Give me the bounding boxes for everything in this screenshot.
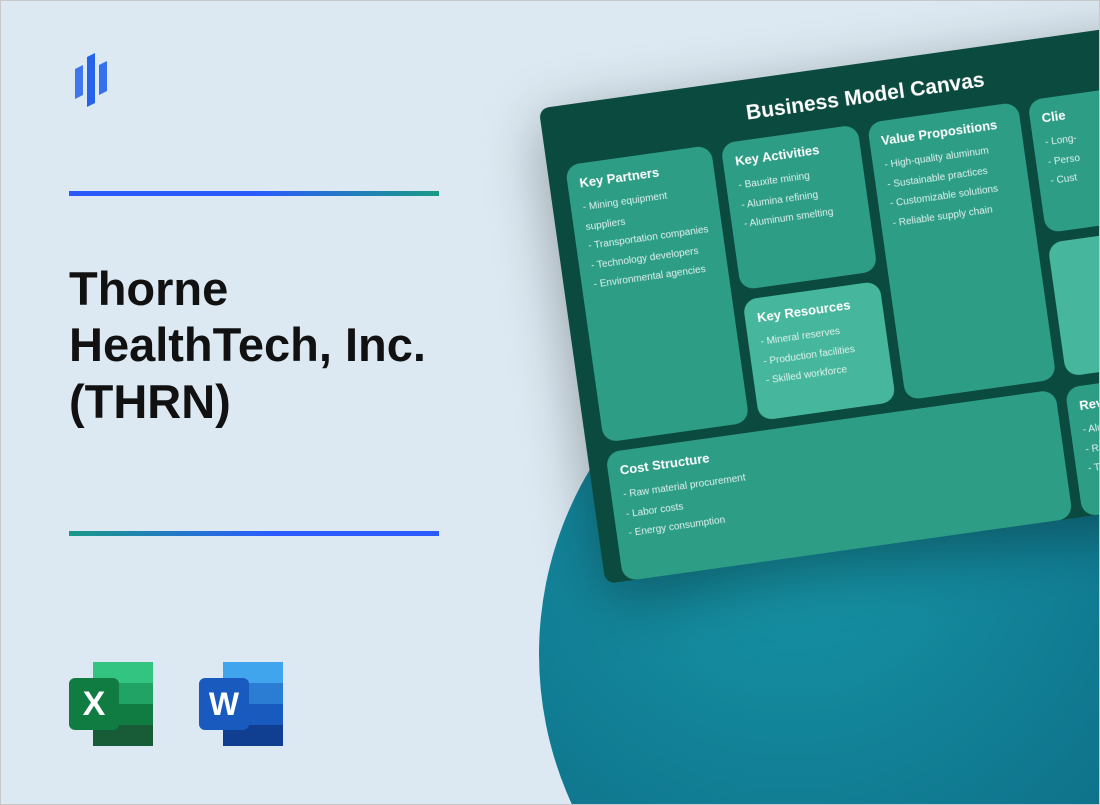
block-channels [1047, 223, 1100, 377]
svg-text:W: W [209, 686, 240, 722]
block-list: Long-PersoCust [1044, 116, 1100, 191]
block-heading: Revenue S [1078, 381, 1100, 413]
block-heading [1061, 237, 1100, 254]
block-value-propositions: Value Propositions High-quality aluminum… [867, 102, 1057, 400]
infographic-frame: Thorne HealthTech, Inc. (THRN) X [0, 0, 1100, 805]
block-key-partners: Key Partners Mining equipment suppliersT… [565, 145, 750, 443]
block-heading: Clie [1041, 94, 1100, 126]
page-title: Thorne HealthTech, Inc. (THRN) [69, 261, 489, 430]
canvas-card: Business Model Canvas Key Partners Minin… [539, 18, 1100, 584]
block-key-activities: Key Activities Bauxite miningAlumina ref… [721, 124, 878, 290]
block-list: Aluminum produRecycling servicTechnology… [1082, 404, 1100, 479]
business-model-canvas: Business Model Canvas Key Partners Minin… [539, 18, 1100, 584]
block-list: Bauxite miningAlumina refiningAluminum s… [737, 161, 857, 235]
excel-icon: X [63, 654, 163, 754]
block-list: Mineral reservesProduction facilitiesSki… [759, 318, 879, 392]
block-client-relationships: Clie Long-PersoCust [1027, 80, 1100, 234]
svg-text:X: X [83, 685, 106, 723]
block-key-resources: Key Resources Mineral reservesProduction… [743, 281, 896, 421]
block-list [1062, 244, 1100, 261]
block-list: Mining equipment suppliersTransportation… [582, 181, 718, 295]
brand-logo [69, 51, 117, 116]
divider-bottom [69, 531, 439, 536]
app-icons-row: X W [63, 654, 293, 754]
divider-top [69, 191, 439, 196]
word-icon: W [193, 654, 293, 754]
block-revenue-streams: Revenue S Aluminum produRecycling servic… [1065, 367, 1100, 517]
block-list: High-quality aluminumSustainable practic… [883, 138, 1021, 233]
